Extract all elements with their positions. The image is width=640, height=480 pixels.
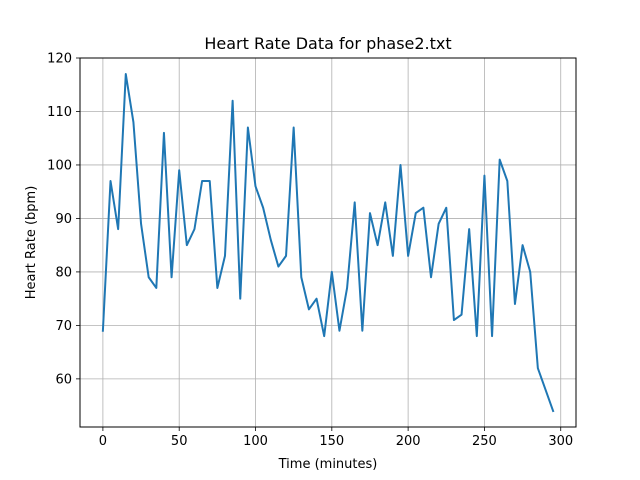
x-tick-label: 300 xyxy=(548,434,573,449)
x-axis-ticks: 0 50 100 150 200 250 300 xyxy=(99,427,573,449)
y-tick-label: 90 xyxy=(55,212,72,227)
plot-frame xyxy=(79,57,577,428)
x-tick-label: 200 xyxy=(396,434,421,449)
x-tick-label: 250 xyxy=(472,434,497,449)
grid-lines xyxy=(80,57,576,427)
x-tick-label: 0 xyxy=(99,434,107,449)
y-tick-label: 80 xyxy=(55,265,72,280)
y-tick-label: 110 xyxy=(47,105,72,120)
x-axis-label: Time (minutes) xyxy=(278,457,378,472)
y-tick-label: 100 xyxy=(47,158,72,173)
y-tick-label: 60 xyxy=(55,372,72,387)
series-group xyxy=(101,73,555,413)
chart-title: Heart Rate Data for phase2.txt xyxy=(204,34,451,53)
x-tick-label: 150 xyxy=(319,434,344,449)
heart-rate-line xyxy=(101,73,555,413)
x-tick-label: 50 xyxy=(171,434,188,449)
y-axis-label: Heart Rate (bpm) xyxy=(24,186,39,300)
y-tick-label: 120 xyxy=(47,52,72,67)
y-axis-ticks: 60 70 80 90 100 110 120 xyxy=(47,52,80,387)
x-tick-label: 100 xyxy=(243,434,268,449)
y-tick-label: 70 xyxy=(55,319,72,334)
